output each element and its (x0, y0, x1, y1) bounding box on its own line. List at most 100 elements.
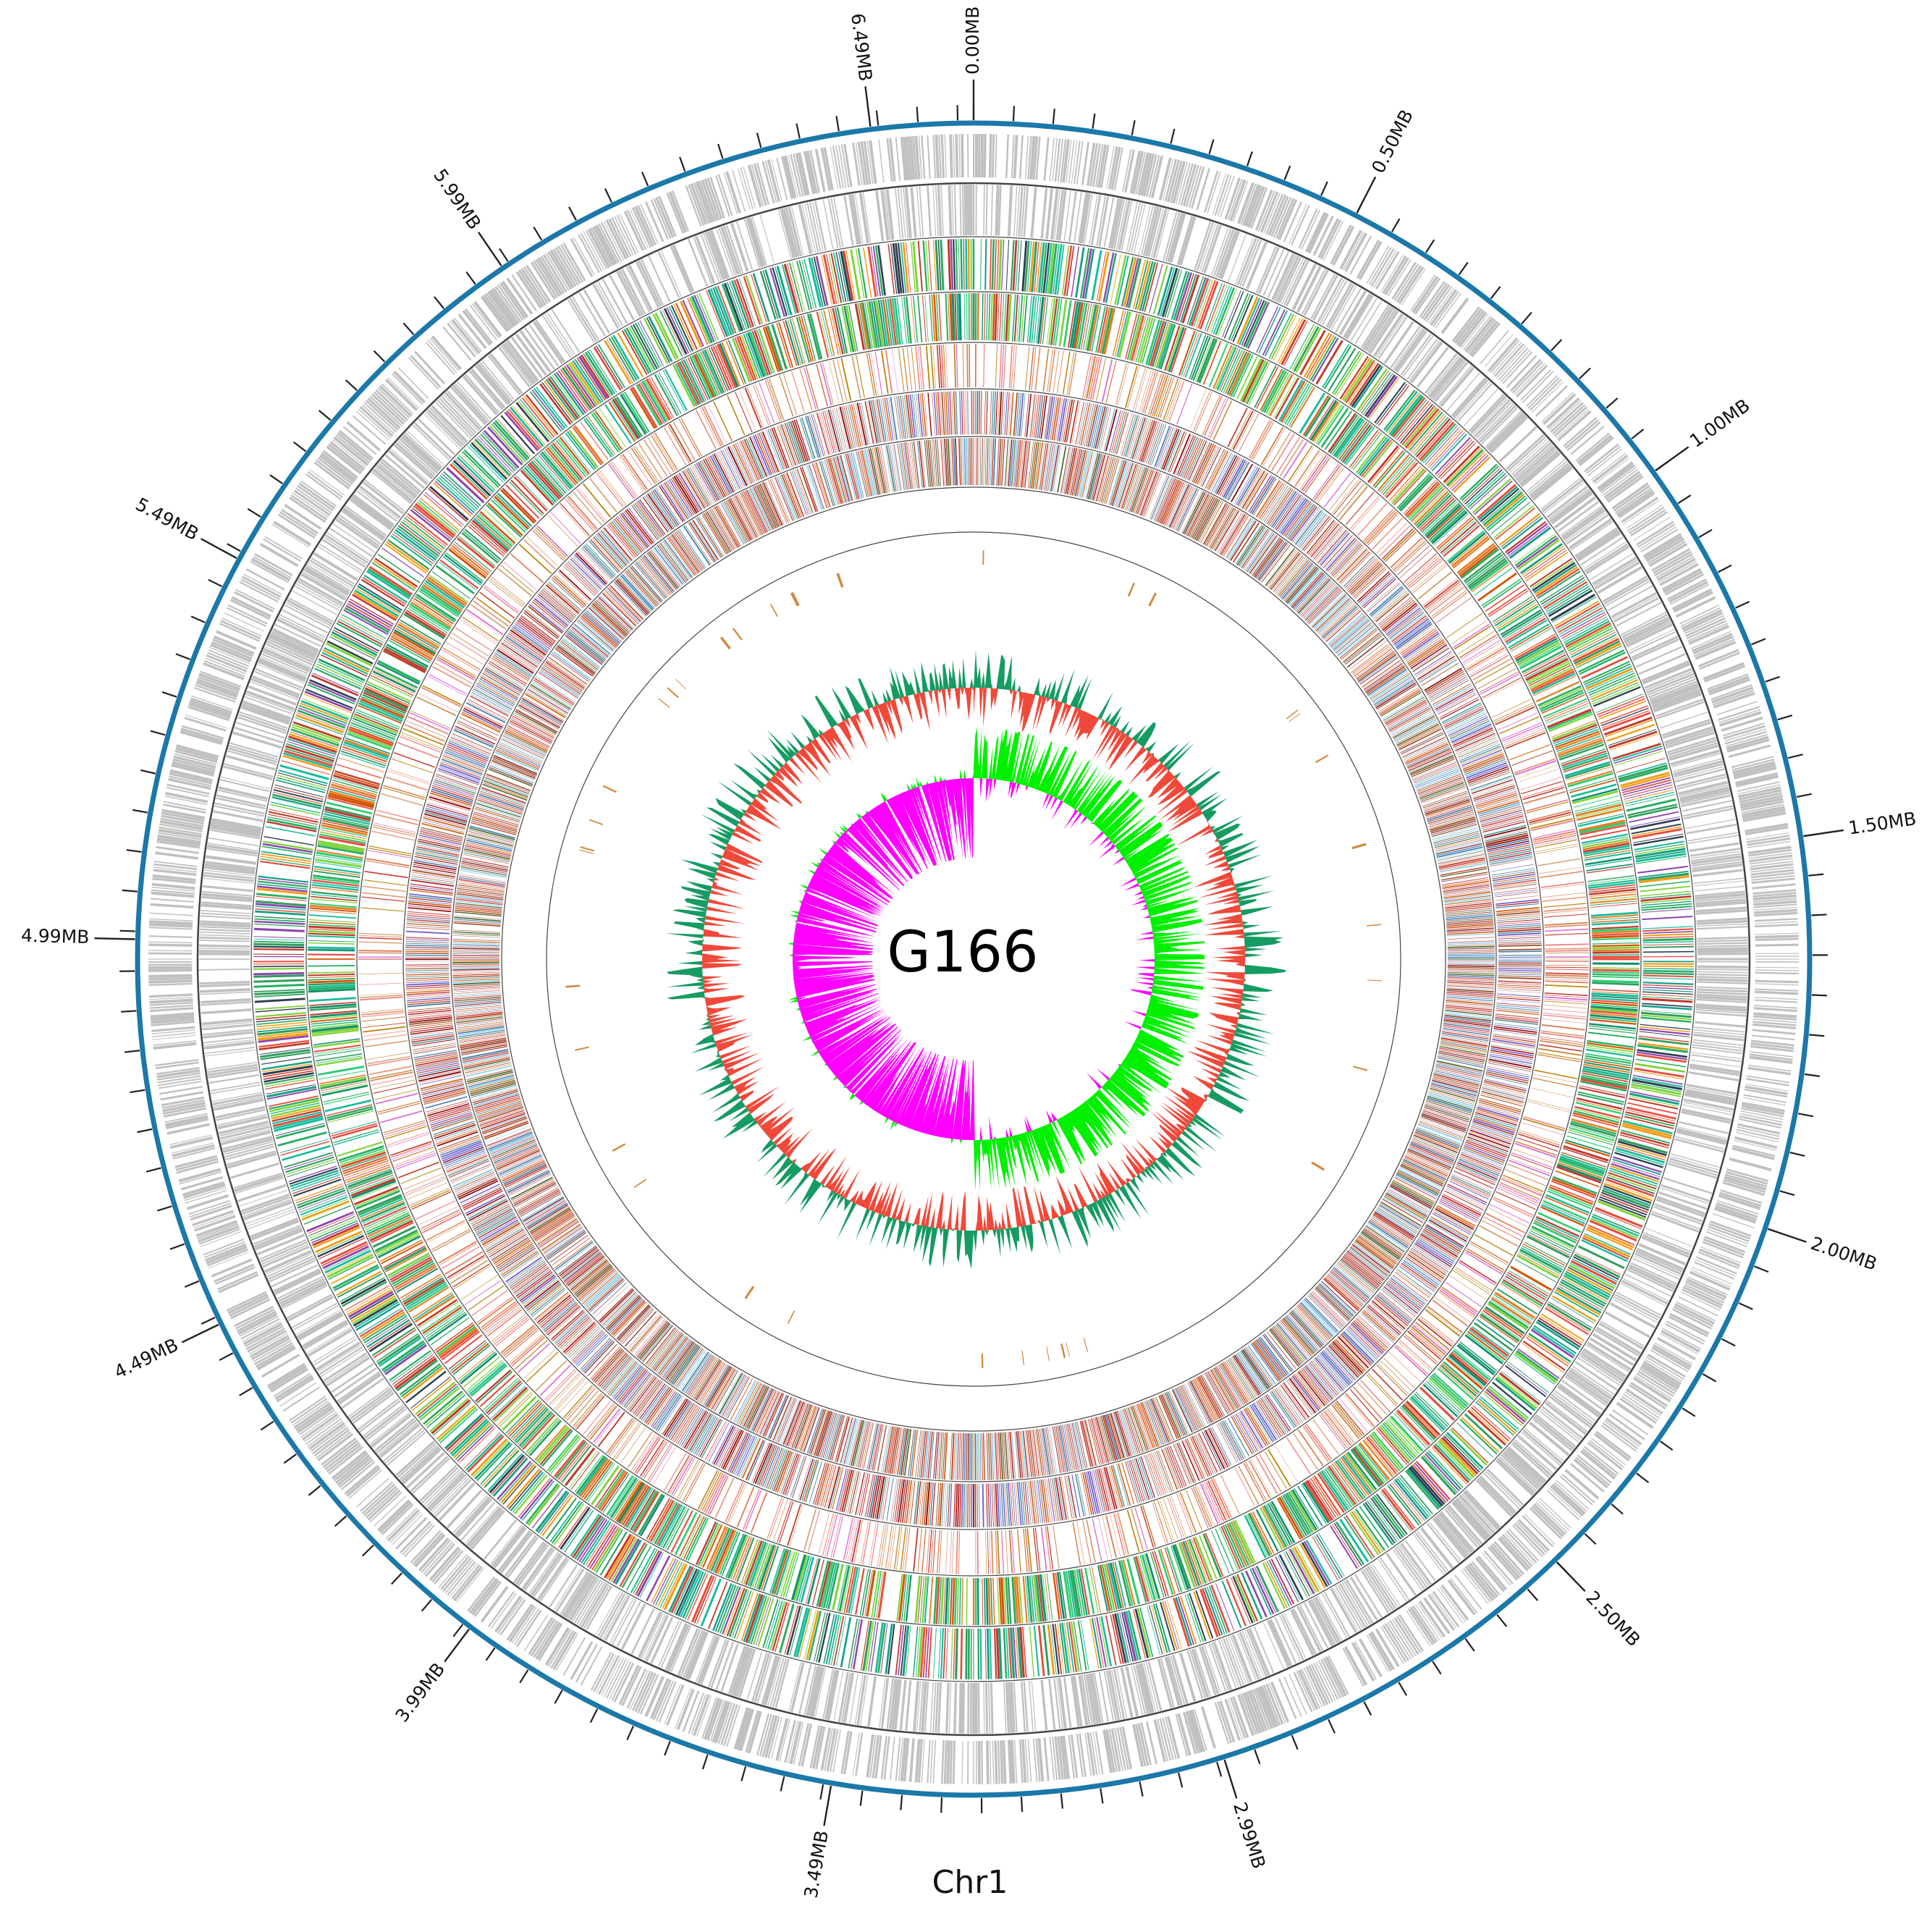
feature-mark (263, 1070, 314, 1080)
feature-mark (1668, 1160, 1718, 1176)
feature-mark (1674, 766, 1724, 780)
feature-mark (1147, 207, 1163, 258)
feature-mark (233, 1172, 283, 1189)
feature-mark (1478, 486, 1518, 521)
feature-mark (1142, 206, 1157, 256)
feature-mark (701, 179, 718, 222)
feature-mark (539, 1428, 572, 1466)
feature-mark (982, 1577, 984, 1625)
feature-mark (292, 1176, 341, 1194)
feature-mark (283, 752, 332, 769)
feature-mark (1559, 1281, 1606, 1307)
feature-mark (850, 249, 861, 300)
feature-mark (1291, 205, 1310, 245)
feature-mark (545, 379, 577, 421)
feature-mark (497, 284, 524, 321)
feature-mark (300, 1199, 349, 1218)
feature-mark (1590, 903, 1637, 908)
feature-mark (1692, 636, 1734, 655)
feature-mark (242, 1320, 282, 1342)
feature-mark (1479, 405, 1517, 443)
feature-mark (1600, 466, 1637, 494)
feature-mark (1031, 241, 1038, 292)
feature-mark (311, 1222, 359, 1244)
feature-mark (585, 229, 607, 269)
feature-mark (581, 1582, 609, 1628)
feature-mark (1402, 335, 1434, 377)
feature-mark (620, 268, 646, 315)
feature-mark (326, 640, 374, 665)
feature-mark (282, 1284, 328, 1309)
feature-mark (1721, 717, 1763, 732)
feature-mark (410, 1376, 451, 1409)
feature-mark (1643, 1231, 1692, 1253)
feature-mark (289, 1167, 338, 1185)
feature-mark (1593, 686, 1641, 707)
feature-mark (266, 1086, 317, 1098)
feature-mark (1747, 838, 1790, 846)
feature-mark (1520, 368, 1552, 401)
feature-mark (649, 1678, 670, 1720)
feature-mark (1572, 636, 1618, 660)
feature-mark (827, 1669, 840, 1721)
feature-mark (921, 1739, 925, 1783)
feature-mark (1482, 1552, 1511, 1586)
feature-mark (502, 342, 536, 385)
feature-mark (221, 1130, 271, 1146)
feature-mark (825, 1614, 838, 1665)
feature-mark (608, 1536, 636, 1581)
feature-mark (1755, 932, 1799, 935)
major-tick-label: 0.50MB (1367, 106, 1417, 177)
feature-mark (1691, 1054, 1742, 1063)
feature-mark (279, 1382, 317, 1407)
feature-mark (305, 473, 342, 501)
feature-mark (1570, 1260, 1617, 1286)
feature-mark (1273, 197, 1292, 238)
feature-mark (1389, 1620, 1414, 1658)
feature-mark (1687, 832, 1738, 842)
feature-mark (279, 1280, 326, 1305)
feature-mark (698, 180, 715, 222)
feature-mark (1043, 137, 1050, 181)
feature-mark (217, 1115, 268, 1130)
feature-mark (395, 1440, 435, 1477)
feature-mark (693, 237, 713, 284)
feature-mark (1208, 1643, 1227, 1692)
feature-mark (1448, 451, 1485, 488)
minor-tick (1283, 165, 1291, 180)
feature-mark (955, 134, 959, 178)
feature-mark (1105, 1670, 1118, 1721)
feature-mark (1648, 678, 1697, 699)
feature-mark (1697, 981, 1748, 984)
feature-mark (317, 661, 364, 683)
feature-mark (1522, 545, 1564, 575)
feature-mark (373, 1329, 417, 1359)
feature-mark (555, 1633, 579, 1671)
feature-mark (1499, 512, 1540, 546)
feature-mark (921, 1681, 927, 1732)
feature-mark (1017, 240, 1022, 292)
minor-tick (701, 1754, 709, 1770)
feature-mark (1078, 193, 1089, 244)
feature-mark (449, 321, 478, 355)
feature-mark (747, 1595, 766, 1644)
feature-mark (212, 1093, 263, 1106)
feature-mark (300, 702, 348, 722)
feature-mark (1189, 1649, 1206, 1699)
feature-mark (1504, 1532, 1535, 1565)
feature-mark (376, 1499, 410, 1532)
feature-mark (1220, 176, 1235, 218)
feature-mark (1339, 355, 1369, 400)
feature-mark (201, 895, 253, 903)
feature-mark (1135, 1724, 1147, 1767)
feature-mark (1587, 1226, 1634, 1249)
feature-mark (1693, 877, 1745, 885)
feature-mark (340, 1461, 376, 1490)
feature-mark (210, 643, 252, 663)
feature-mark (1145, 1721, 1157, 1764)
feature-mark (446, 1414, 485, 1451)
major-tick (1768, 1228, 1807, 1243)
feature-mark (1719, 1191, 1762, 1207)
feature-mark (234, 726, 284, 744)
feature-mark (762, 270, 779, 319)
